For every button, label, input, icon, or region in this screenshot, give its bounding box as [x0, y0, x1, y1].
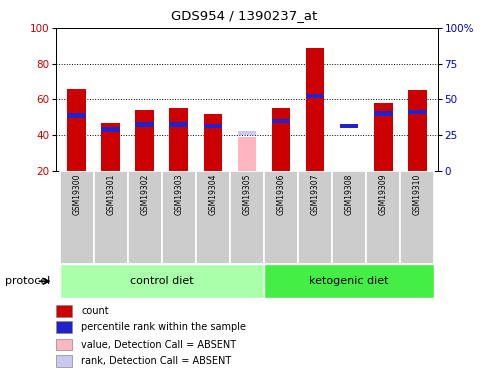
- Bar: [373, 111, 392, 116]
- Bar: [169, 108, 188, 171]
- Text: control diet: control diet: [130, 276, 193, 286]
- Bar: [56, 321, 72, 333]
- Text: GSM19307: GSM19307: [310, 174, 319, 215]
- Text: GSM19308: GSM19308: [344, 174, 353, 215]
- Bar: [135, 122, 154, 126]
- Text: GSM19305: GSM19305: [242, 174, 251, 215]
- Text: GDS954 / 1390237_at: GDS954 / 1390237_at: [171, 9, 317, 22]
- Text: GSM19309: GSM19309: [378, 174, 387, 215]
- Text: value, Detection Call = ABSENT: value, Detection Call = ABSENT: [81, 339, 236, 350]
- Bar: [94, 171, 127, 264]
- Text: GSM19301: GSM19301: [106, 174, 115, 215]
- Bar: [67, 113, 86, 118]
- Bar: [162, 171, 196, 264]
- Bar: [196, 171, 229, 264]
- Text: GSM19303: GSM19303: [174, 174, 183, 215]
- Bar: [297, 171, 331, 264]
- Bar: [373, 103, 392, 171]
- Bar: [135, 110, 154, 171]
- Bar: [203, 114, 222, 171]
- Text: GSM19302: GSM19302: [140, 174, 149, 215]
- Text: GSM19300: GSM19300: [72, 174, 81, 215]
- Bar: [339, 124, 358, 128]
- Bar: [56, 355, 72, 367]
- Text: GSM19306: GSM19306: [276, 174, 285, 215]
- Bar: [271, 118, 290, 123]
- Bar: [331, 171, 366, 264]
- Bar: [407, 90, 426, 171]
- Bar: [237, 137, 256, 171]
- Bar: [305, 48, 324, 171]
- Bar: [229, 171, 264, 264]
- Text: protocol: protocol: [5, 276, 50, 286]
- Bar: [203, 124, 222, 128]
- Text: rank, Detection Call = ABSENT: rank, Detection Call = ABSENT: [81, 356, 231, 366]
- Bar: [101, 123, 120, 171]
- Bar: [60, 264, 264, 298]
- Bar: [56, 305, 72, 317]
- Bar: [366, 171, 399, 264]
- Bar: [305, 94, 324, 98]
- Bar: [399, 171, 433, 264]
- Text: ketogenic diet: ketogenic diet: [309, 276, 388, 286]
- Text: count: count: [81, 306, 109, 316]
- Bar: [264, 264, 433, 298]
- Bar: [67, 89, 86, 171]
- Text: GSM19310: GSM19310: [412, 174, 421, 215]
- Bar: [237, 131, 256, 135]
- Bar: [271, 108, 290, 171]
- Bar: [101, 128, 120, 132]
- Text: GSM19304: GSM19304: [208, 174, 217, 215]
- Bar: [407, 110, 426, 114]
- Bar: [169, 122, 188, 126]
- Bar: [264, 171, 297, 264]
- Bar: [127, 171, 162, 264]
- Bar: [60, 171, 94, 264]
- Text: percentile rank within the sample: percentile rank within the sample: [81, 322, 246, 332]
- Bar: [56, 339, 72, 350]
